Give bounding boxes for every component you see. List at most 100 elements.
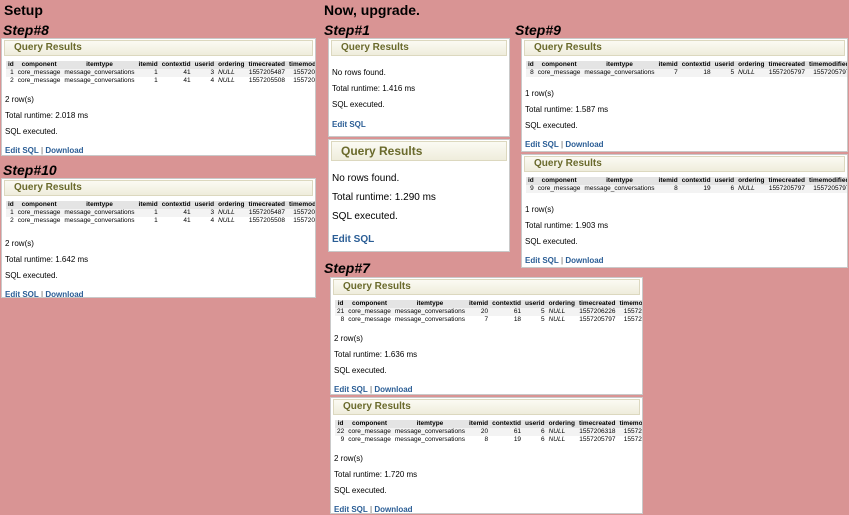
cell-itemtype: message_conversations <box>392 308 467 316</box>
edit-sql-link[interactable]: Edit SQL <box>334 385 368 394</box>
step1-second-results-panel: Query Results No rows found. Total runti… <box>328 139 510 252</box>
column-header-itemid: itemid <box>136 61 160 69</box>
cell-itemtype: message_conversations <box>582 69 657 77</box>
column-header-component: component <box>535 61 583 69</box>
no-rows-message: No rows found. <box>332 68 386 77</box>
cell-ordering: NULL <box>546 428 577 436</box>
cell-timecreated: 1557205487 <box>246 209 287 217</box>
column-header-userid: userid <box>712 177 737 185</box>
table-row: 22 core_message message_conversations 20 61 6… <box>335 428 642 436</box>
edit-sql-link[interactable]: Edit SQL <box>525 140 559 149</box>
link-separator: | <box>561 140 564 149</box>
sql-executed: SQL executed. <box>5 127 58 136</box>
cell-component: core_message <box>535 185 583 193</box>
column-header-itemtype: itemtype <box>582 61 657 69</box>
cell-id: 8 <box>335 316 347 324</box>
column-header-itemid: itemid <box>136 201 160 209</box>
edit-sql-link[interactable]: Edit SQL <box>332 234 375 245</box>
step8-label: Step#8 <box>3 22 49 38</box>
column-header-itemid: itemid <box>466 420 491 428</box>
edit-sql-link[interactable]: Edit SQL <box>525 256 559 265</box>
panel-links: Edit SQL | Download <box>5 146 312 155</box>
column-header-contextid: contextid <box>679 177 713 185</box>
cell-userid: 6 <box>523 436 547 444</box>
cell-timecreated: 1557205797 <box>576 436 618 444</box>
cell-component: core_message <box>15 77 63 85</box>
column-header-timecreated: timecreated <box>576 300 618 308</box>
cell-timemodified: 1557206318 <box>617 428 642 436</box>
download-link[interactable]: Download <box>565 256 604 265</box>
edit-sql-link[interactable]: Edit SQL <box>5 290 39 298</box>
step7-label: Step#7 <box>324 260 370 276</box>
step9-label: Step#9 <box>515 22 561 38</box>
cell-id: 9 <box>526 185 536 193</box>
column-header-timemodified: timemodified <box>286 201 315 209</box>
cell-timemodified: 1557205487 <box>286 69 315 77</box>
cell-timecreated: 1557205508 <box>246 217 287 225</box>
cell-id: 1 <box>6 209 16 217</box>
row-count: 2 row(s) <box>5 239 34 248</box>
sql-executed: SQL executed. <box>334 366 387 375</box>
total-runtime: Total runtime: 1.903 ms <box>525 221 609 230</box>
download-link[interactable]: Download <box>565 140 604 149</box>
column-header-ordering: ordering <box>546 300 577 308</box>
cell-component: core_message <box>15 69 63 77</box>
cell-id: 1 <box>6 69 16 77</box>
edit-sql-link[interactable]: Edit SQL <box>334 505 368 514</box>
cell-id: 21 <box>335 308 347 316</box>
column-header-ordering: ordering <box>216 61 247 69</box>
cell-timecreated: 1557206318 <box>576 428 618 436</box>
table-row: 1 core_message message_conversations 1 41 3 NU… <box>6 69 315 77</box>
step1-first-results-panel: Query Results No rows found. Total runti… <box>328 38 510 137</box>
table-header-row: id component itemtype itemid contextid userid… <box>335 420 642 428</box>
cell-timecreated: 1557205508 <box>246 77 287 85</box>
cell-timemodified: 1557205797 <box>617 316 642 324</box>
cell-userid: 3 <box>192 69 217 77</box>
cell-timecreated: 1557206226 <box>576 308 618 316</box>
cell-ordering: NULL <box>736 185 767 193</box>
panel-title: Query Results <box>331 40 507 56</box>
download-link[interactable]: Download <box>45 290 84 298</box>
column-header-timemodified: timemodified <box>286 61 315 69</box>
cell-itemid: 1 <box>136 209 160 217</box>
panel-title: Query Results <box>4 40 313 56</box>
cell-userid: 6 <box>523 428 547 436</box>
column-header-timecreated: timecreated <box>766 61 807 69</box>
cell-userid: 3 <box>192 209 217 217</box>
column-header-itemid: itemid <box>466 300 491 308</box>
column-header-contextid: contextid <box>679 61 713 69</box>
cell-component: core_message <box>15 209 63 217</box>
cell-ordering: NULL <box>216 69 247 77</box>
download-link[interactable]: Download <box>374 505 413 514</box>
sql-executed: SQL executed. <box>332 211 398 222</box>
column-header-id: id <box>335 300 347 308</box>
download-link[interactable]: Download <box>374 385 413 394</box>
step10-results-panel: Query Results id component itemtype itemid c… <box>1 178 316 298</box>
cell-component: core_message <box>346 308 393 316</box>
column-header-timecreated: timecreated <box>246 201 287 209</box>
row-count: 2 row(s) <box>334 454 363 463</box>
results-table: id component itemtype itemid contextid userid… <box>526 61 847 77</box>
cell-userid: 5 <box>712 69 737 77</box>
sql-executed: SQL executed. <box>5 271 58 280</box>
cell-timemodified: 1557205797 <box>806 185 847 193</box>
column-header-id: id <box>526 61 536 69</box>
column-header-userid: userid <box>523 420 547 428</box>
cell-itemtype: message_conversations <box>392 436 467 444</box>
cell-timemodified: 1557205508 <box>286 77 315 85</box>
column-header-timemodified: timemodified <box>617 420 642 428</box>
results-table: id component itemtype itemid contextid userid… <box>6 201 315 225</box>
edit-sql-link[interactable]: Edit SQL <box>332 120 366 129</box>
column-header-ordering: ordering <box>736 61 767 69</box>
panel-links: Edit SQL | Download <box>5 290 312 298</box>
cell-component: core_message <box>535 69 583 77</box>
edit-sql-link[interactable]: Edit SQL <box>5 146 39 155</box>
cell-contextid: 19 <box>679 185 713 193</box>
cell-timemodified: 1557206226 <box>617 308 642 316</box>
cell-ordering: NULL <box>736 69 767 77</box>
column-header-userid: userid <box>192 201 217 209</box>
column-header-component: component <box>346 300 393 308</box>
column-header-id: id <box>335 420 347 428</box>
download-link[interactable]: Download <box>45 146 84 155</box>
table-row: 8 core_message message_conversations 7 18 5 NU… <box>335 316 642 324</box>
